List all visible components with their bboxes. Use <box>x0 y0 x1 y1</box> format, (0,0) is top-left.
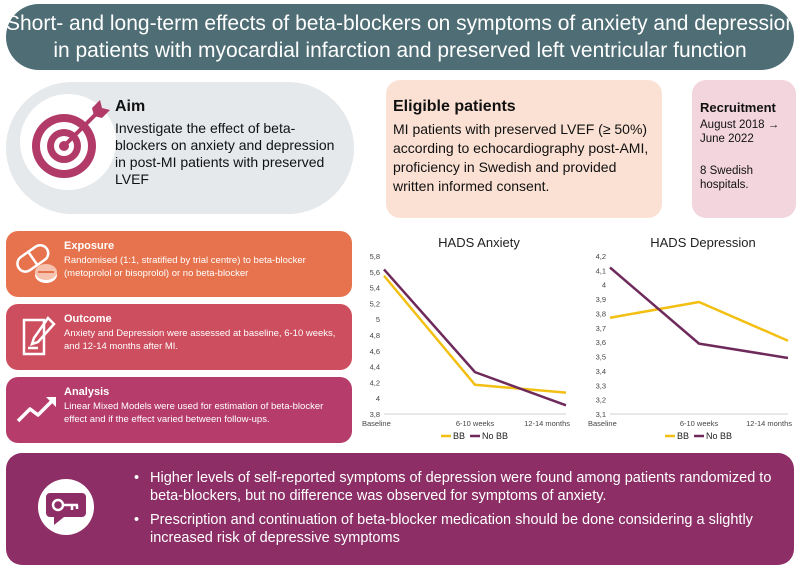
legend-label: BB <box>453 431 465 441</box>
chart-title: HADS Anxiety <box>438 235 520 250</box>
hads-depression-chart: HADS Depression 3,1 3,2 3,3 3,4 3,5 3,6 3,7 3,8 3… <box>588 235 792 441</box>
y-tick-label: 3,4 <box>596 367 606 376</box>
y-tick-label: 3,2 <box>596 396 606 405</box>
y-tick-label: 4 <box>376 394 380 403</box>
key-icon-background <box>38 479 94 535</box>
analysis-text: Linear Mixed Models were used for estima… <box>64 401 324 425</box>
y-tick-label: 3,1 <box>596 410 606 419</box>
series-line-no-bb <box>609 266 789 360</box>
y-tick-label: 3,9 <box>596 295 606 304</box>
aim-heading: Aim <box>115 98 146 115</box>
y-tick-label: 5,2 <box>370 299 380 308</box>
exposure-panel: Exposure Randomised (1:1, stratified by … <box>6 231 352 297</box>
key-finding-text: Higher levels of self-reported symptoms … <box>150 470 772 504</box>
key-icon <box>46 493 86 525</box>
eligible-heading: Eligible patients <box>393 98 516 115</box>
aim-icon-background <box>20 94 116 190</box>
outcome-text: Anxiety and Depression were assessed at … <box>64 328 336 352</box>
target-icon <box>32 100 110 178</box>
bullet: • <box>134 470 140 486</box>
aim-text: Investigate the effect of beta-blockers … <box>115 120 335 187</box>
x-tick-label: 12-14 months <box>524 419 570 428</box>
analysis-heading: Analysis <box>64 386 110 398</box>
y-tick-label: 3,7 <box>596 324 606 333</box>
x-tick-label: 6-10 weeks <box>456 419 495 428</box>
recruitment-panel: Recruitment August 2018 → June 2022 8 Sw… <box>692 80 796 218</box>
x-tick-label: 6-10 weeks <box>680 419 719 428</box>
legend-label: No BB <box>706 431 732 441</box>
y-tick-label: 4,2 <box>596 252 606 261</box>
y-tick-label: 5,4 <box>370 284 380 293</box>
outcome-heading: Outcome <box>64 313 112 325</box>
recruitment-hospitals: 8 Swedish hospitals. <box>700 165 754 191</box>
y-tick-label: 4 <box>602 281 606 290</box>
hads-anxiety-chart: HADS Anxiety 3,8 4 4,2 4,4 4,6 4,8 5 5,2 5,4 5,6 5,… <box>362 235 570 441</box>
legend-label: BB <box>677 431 689 441</box>
chart-title: HADS Depression <box>650 235 756 250</box>
recruitment-heading: Recruitment <box>700 100 776 115</box>
y-tick-label: 3,6 <box>596 338 606 347</box>
key-finding-item: • Higher levels of self-reported symptom… <box>126 469 786 505</box>
title-line-2: in patients with myocardial infarction a… <box>53 39 747 62</box>
bullet: • <box>134 512 140 528</box>
y-tick-label: 4,8 <box>370 331 380 340</box>
title-banner: Short- and long-term effects of beta-blo… <box>6 4 798 70</box>
key-finding-text: Prescription and continuation of beta-bl… <box>150 512 753 546</box>
exposure-text: Randomised (1:1, stratified by trial cen… <box>64 255 306 279</box>
trend-arrow-icon <box>16 397 56 423</box>
eligible-patients-panel: Eligible patients MI patients with prese… <box>386 80 662 218</box>
y-tick-label: 5 <box>376 315 380 324</box>
pencil-paper-icon <box>22 316 56 356</box>
y-tick-label: 4,2 <box>370 378 380 387</box>
exposure-heading: Exposure <box>64 240 115 252</box>
aim-panel: Aim Investigate the effect of beta-block… <box>6 82 354 214</box>
series-line-bb <box>383 274 567 394</box>
y-tick-label: 5,6 <box>370 268 380 277</box>
y-tick-label: 3,3 <box>596 381 606 390</box>
y-tick-label: 4,4 <box>370 363 380 372</box>
recruitment-dates: August 2018 → June 2022 <box>700 119 780 145</box>
key-findings-list: • Higher levels of self-reported symptom… <box>126 469 786 553</box>
analysis-panel: Analysis Linear Mixed Models were used f… <box>6 377 352 443</box>
outcome-panel: Outcome Anxiety and Depression were asse… <box>6 304 352 370</box>
x-tick-label: Baseline <box>588 419 617 428</box>
y-tick-label: 4,6 <box>370 347 380 356</box>
x-tick-label: 12-14 months <box>746 419 792 428</box>
pills-icon <box>16 244 57 283</box>
y-tick-label: 3,5 <box>596 353 606 362</box>
key-findings-panel: • Higher levels of self-reported symptom… <box>6 453 794 565</box>
eligible-text: MI patients with preserved LVEF (≥ 50%) … <box>393 121 649 194</box>
legend-label: No BB <box>482 431 508 441</box>
series-line-no-bb <box>383 268 567 407</box>
x-tick-label: Baseline <box>362 419 391 428</box>
y-tick-label: 3,8 <box>370 410 380 419</box>
key-finding-item: • Prescription and continuation of beta-… <box>126 511 786 547</box>
series-line-bb <box>609 300 789 342</box>
y-tick-label: 5,8 <box>370 252 380 261</box>
y-tick-label: 3,8 <box>596 309 606 318</box>
title-line-1: Short- and long-term effects of beta-blo… <box>6 12 798 35</box>
y-tick-label: 4,1 <box>596 266 606 275</box>
